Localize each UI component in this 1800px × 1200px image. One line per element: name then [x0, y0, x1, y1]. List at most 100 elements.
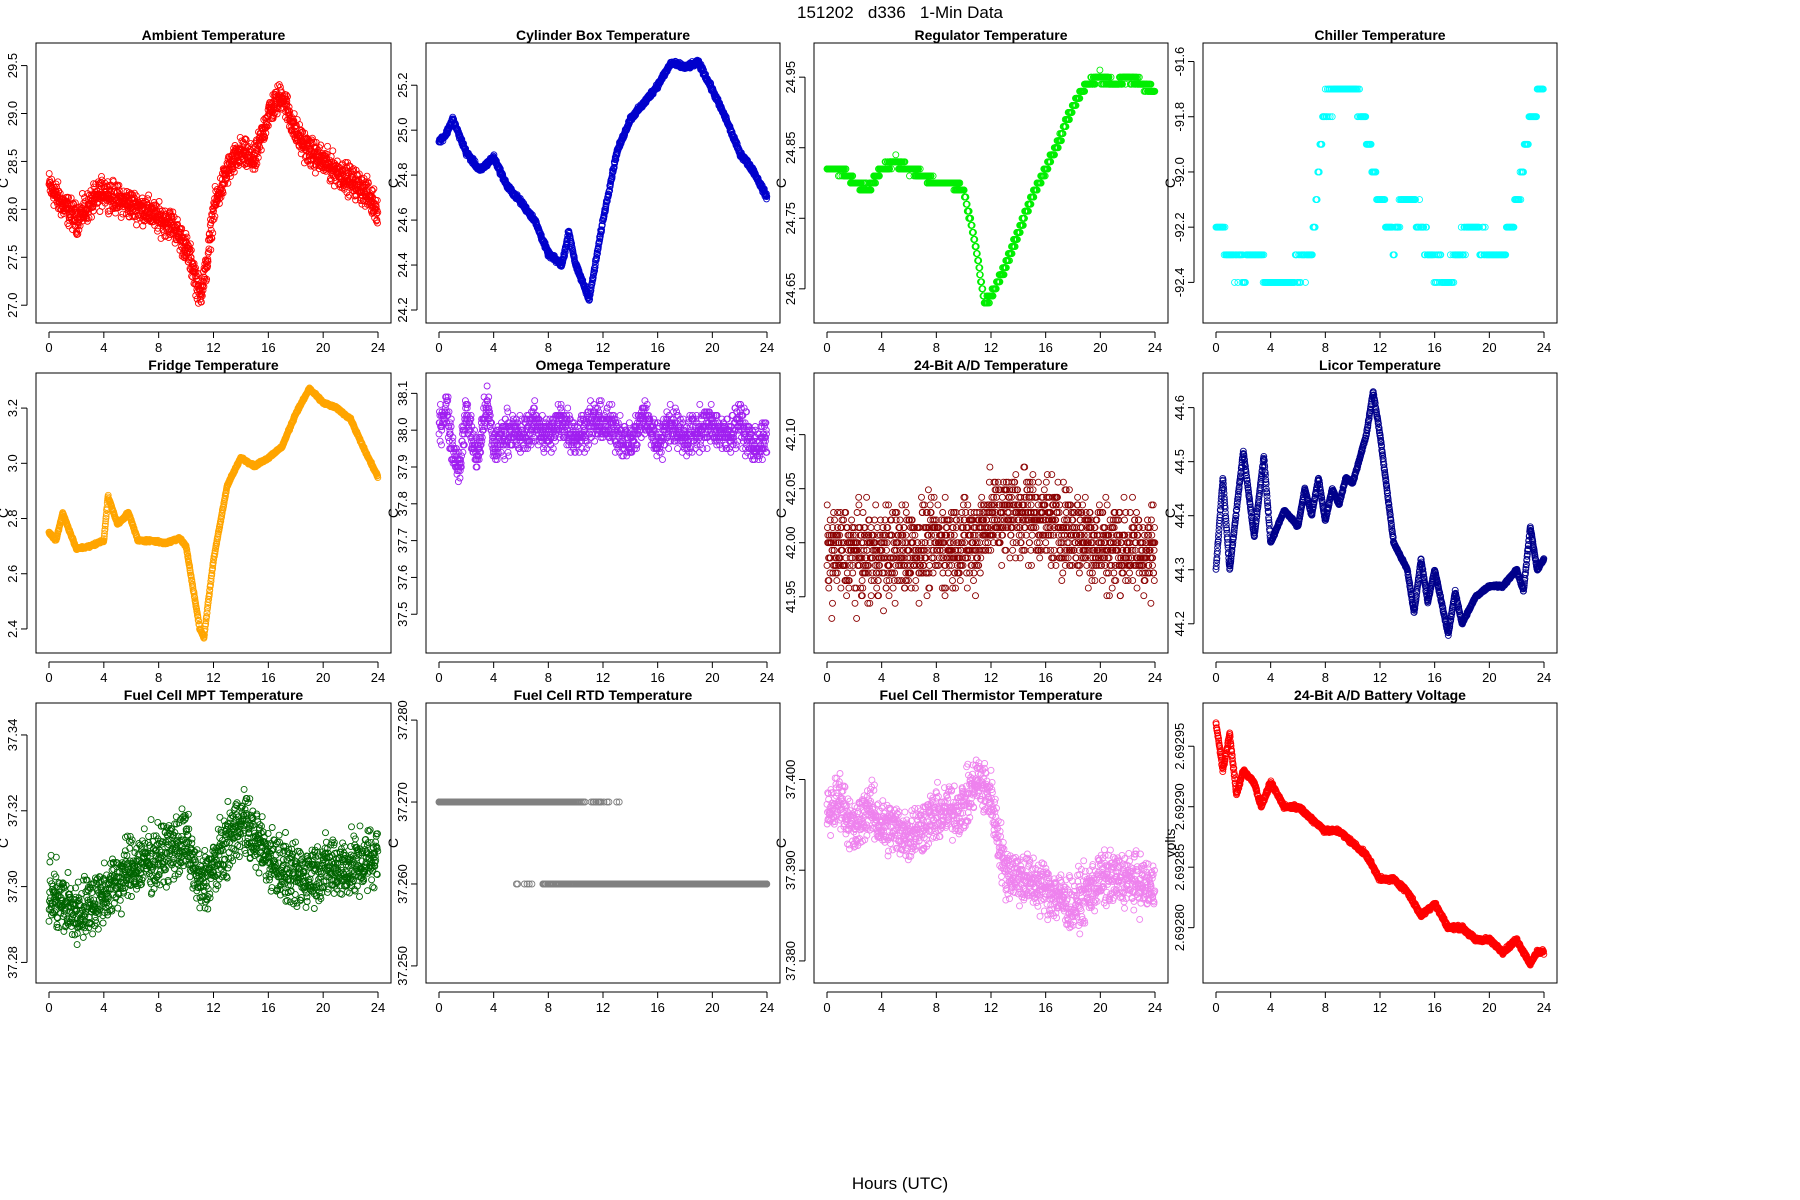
y-tick-label: 24.6 [395, 207, 410, 232]
data-point [119, 210, 127, 218]
y-tick-label: 24.75 [783, 202, 798, 235]
x-tick-label: 4 [878, 340, 885, 355]
data-point [45, 170, 53, 178]
x-tick-label: 8 [1322, 340, 1329, 355]
panel-title: Ambient Temperature [142, 27, 286, 43]
data-point [88, 213, 95, 221]
x-tick-label: 16 [650, 340, 664, 355]
data-point [52, 180, 60, 188]
data-point [88, 204, 96, 212]
x-tick-label: 4 [1267, 340, 1274, 355]
plot-frame [1202, 42, 1558, 324]
x-tick-label: 20 [1482, 340, 1496, 355]
x-tick-label: 24 [760, 340, 774, 355]
data-point [133, 221, 140, 229]
data-point [182, 230, 190, 237]
y-tick-label: -91.8 [1172, 102, 1187, 132]
y-tick-label: 24.4 [395, 252, 410, 277]
data-point [75, 226, 83, 234]
x-tick-label: 4 [490, 340, 497, 355]
data-point [85, 214, 93, 222]
data-point [892, 151, 900, 159]
x-tick-label: 12 [596, 340, 610, 355]
data-point [69, 209, 77, 217]
data-point [105, 210, 113, 218]
data-point [55, 187, 63, 195]
series-points [45, 81, 382, 307]
series-points [1212, 85, 1547, 286]
x-tick-label: 0 [435, 340, 442, 355]
data-point [65, 194, 73, 202]
data-point [63, 204, 71, 212]
data-point [117, 213, 125, 221]
data-point [165, 220, 173, 228]
x-tick-label: 8 [155, 340, 162, 355]
y-axis-label: C [0, 178, 11, 188]
x-tick-label: 20 [316, 340, 330, 355]
figure-title: 151202 d336 1-Min Data [796, 3, 1004, 22]
x-tick-label: 16 [1038, 340, 1052, 355]
y-tick-label: -92.4 [1172, 268, 1187, 298]
data-point [171, 239, 179, 247]
x-tick-label: 16 [261, 340, 275, 355]
x-tick-label: 20 [1093, 340, 1107, 355]
x-tick-label: 20 [705, 340, 719, 355]
data-point [89, 203, 97, 211]
panel-title: Cylinder Box Temperature [516, 27, 690, 43]
data-point [114, 183, 122, 190]
data-point [145, 191, 153, 199]
y-tick-label: 24.85 [783, 131, 798, 164]
x-tick-label: 8 [545, 340, 552, 355]
data-point [132, 192, 140, 200]
x-tick-label: 12 [984, 340, 998, 355]
plot-frame [425, 42, 781, 324]
series-points [435, 56, 771, 304]
x-tick-label: 12 [1373, 340, 1387, 355]
data-point [83, 217, 91, 225]
data-point [169, 208, 177, 216]
data-point [133, 215, 141, 223]
x-tick-label: 24 [1537, 340, 1551, 355]
x-tick-label: 24 [371, 340, 385, 355]
data-point [174, 220, 182, 228]
data-point [83, 215, 91, 223]
data-point [152, 201, 159, 209]
data-point [329, 147, 337, 155]
data-point [370, 185, 378, 193]
y-tick-label: 29.0 [5, 101, 20, 126]
y-tick-label: 25.2 [395, 73, 410, 98]
data-point [324, 142, 331, 150]
series-points [823, 66, 1159, 307]
panel-title: Regulator Temperature [915, 27, 1068, 43]
y-tick-label: -92.2 [1172, 212, 1187, 242]
data-point [173, 216, 181, 223]
data-point [54, 178, 62, 186]
y-tick-label: -91.6 [1172, 47, 1187, 77]
data-point [155, 198, 163, 205]
x-tick-label: 0 [823, 340, 830, 355]
x-tick-label: 16 [1427, 340, 1441, 355]
data-point [173, 235, 180, 243]
data-point [115, 181, 123, 189]
data-point [98, 172, 105, 180]
data-point [183, 233, 191, 241]
data-point [140, 199, 148, 207]
data-point [74, 230, 82, 238]
y-tick-label: 24.95 [783, 61, 798, 94]
y-tick-label: 29.5 [5, 53, 20, 78]
data-point [109, 178, 117, 186]
y-tick-label: 24.2 [395, 297, 410, 322]
y-tick-label: 25.0 [395, 118, 410, 143]
series-points [45, 384, 382, 642]
data-point [89, 207, 97, 215]
y-tick-label: 27.5 [5, 245, 20, 270]
x-tick-label: 24 [1148, 340, 1162, 355]
x-tick-label: 4 [100, 340, 107, 355]
y-tick-label: 28.5 [5, 149, 20, 174]
panel-2: Cylinder Box Temperature 0 4 8 12 16 20 24 24.2 2… [385, 27, 781, 355]
